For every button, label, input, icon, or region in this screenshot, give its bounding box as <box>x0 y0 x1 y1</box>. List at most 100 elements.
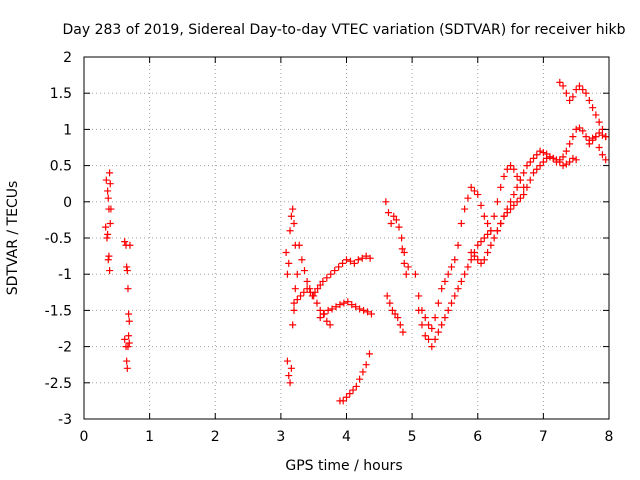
series-seg-d <box>121 332 133 372</box>
data-point <box>549 154 557 162</box>
data-point <box>297 292 305 300</box>
data-point <box>438 285 446 293</box>
data-point <box>484 248 492 256</box>
data-point <box>513 198 521 206</box>
data-point <box>398 245 406 253</box>
data-point <box>367 310 375 318</box>
data-point <box>359 368 367 376</box>
data-point <box>365 350 373 358</box>
data-point <box>364 308 371 316</box>
x-tick-label: 1 <box>145 429 154 445</box>
data-point <box>290 306 298 314</box>
series-seg-l <box>383 292 407 336</box>
data-point <box>314 285 322 293</box>
data-point <box>425 321 433 329</box>
x-axis-label: GPS time / hours <box>285 458 402 474</box>
data-point <box>595 118 603 126</box>
data-point <box>121 335 129 343</box>
data-point <box>392 216 400 224</box>
data-point <box>595 144 603 151</box>
y-tick-label: 1 <box>63 122 72 138</box>
series-seg-e <box>282 205 301 278</box>
data-point <box>285 372 293 380</box>
data-point <box>421 332 429 340</box>
data-point <box>592 111 600 119</box>
data-point <box>123 263 131 271</box>
data-point <box>415 306 423 314</box>
data-point <box>582 89 590 97</box>
data-point <box>556 78 564 86</box>
y-tick-label: -0.5 <box>45 231 72 247</box>
data-point <box>592 133 600 141</box>
data-point <box>340 299 348 307</box>
data-point <box>303 277 311 285</box>
data-point <box>354 256 362 264</box>
data-point <box>301 267 308 275</box>
data-point <box>569 133 577 141</box>
data-point <box>533 151 541 159</box>
data-point <box>323 317 331 325</box>
data-point <box>559 162 567 170</box>
data-point <box>598 151 606 159</box>
x-tick-labels: 0 1 2 3 4 5 6 7 8 <box>80 429 614 445</box>
data-point <box>530 169 538 177</box>
data-point <box>336 301 344 309</box>
series-seg-f <box>283 285 299 387</box>
data-point <box>454 285 462 293</box>
data-point <box>480 212 488 220</box>
data-point <box>316 306 324 314</box>
series-seg-r <box>556 78 610 141</box>
data-point <box>431 314 439 322</box>
axis-ticks <box>83 56 610 420</box>
series-seg-h <box>290 285 334 329</box>
data-point <box>457 220 465 228</box>
data-point <box>579 127 587 135</box>
data-point <box>289 321 297 329</box>
data-point <box>106 169 114 177</box>
data-point <box>356 375 364 383</box>
data-point <box>562 147 570 155</box>
data-point <box>283 270 291 278</box>
data-point <box>328 305 336 313</box>
data-point <box>585 96 593 104</box>
data-point <box>303 285 311 293</box>
data-point <box>421 314 429 322</box>
chart-title: Day 283 of 2019, Sidereal Day-to-day VTE… <box>63 22 626 38</box>
data-point <box>474 241 482 249</box>
data-point <box>582 133 590 141</box>
data-point <box>107 205 115 213</box>
data-point <box>589 136 597 144</box>
data-point <box>562 89 570 97</box>
data-point <box>418 321 426 329</box>
data-point <box>513 172 521 180</box>
data-point <box>356 305 364 313</box>
data-point <box>589 104 597 112</box>
data-point <box>480 256 488 264</box>
data-point <box>104 256 112 264</box>
data-point <box>507 198 515 206</box>
data-point <box>533 165 541 173</box>
data-point <box>572 156 580 164</box>
data-point <box>569 93 577 101</box>
data-point <box>290 299 298 307</box>
data-point <box>503 209 511 217</box>
data-point <box>569 154 577 162</box>
data-point <box>104 230 112 238</box>
data-point <box>293 296 301 304</box>
data-point <box>291 285 299 293</box>
data-point <box>497 183 505 191</box>
data-point <box>123 267 131 275</box>
data-point <box>497 220 505 228</box>
data-point <box>530 154 538 162</box>
data-point <box>487 227 495 235</box>
data-point <box>566 96 574 104</box>
y-tick-label: 2 <box>63 50 72 66</box>
data-point <box>507 205 515 213</box>
data-point <box>493 198 501 206</box>
data-point <box>490 234 498 242</box>
data-point <box>104 187 112 195</box>
data-point <box>451 292 459 300</box>
data-point <box>346 390 354 398</box>
data-point <box>602 156 610 164</box>
data-point <box>352 303 360 311</box>
